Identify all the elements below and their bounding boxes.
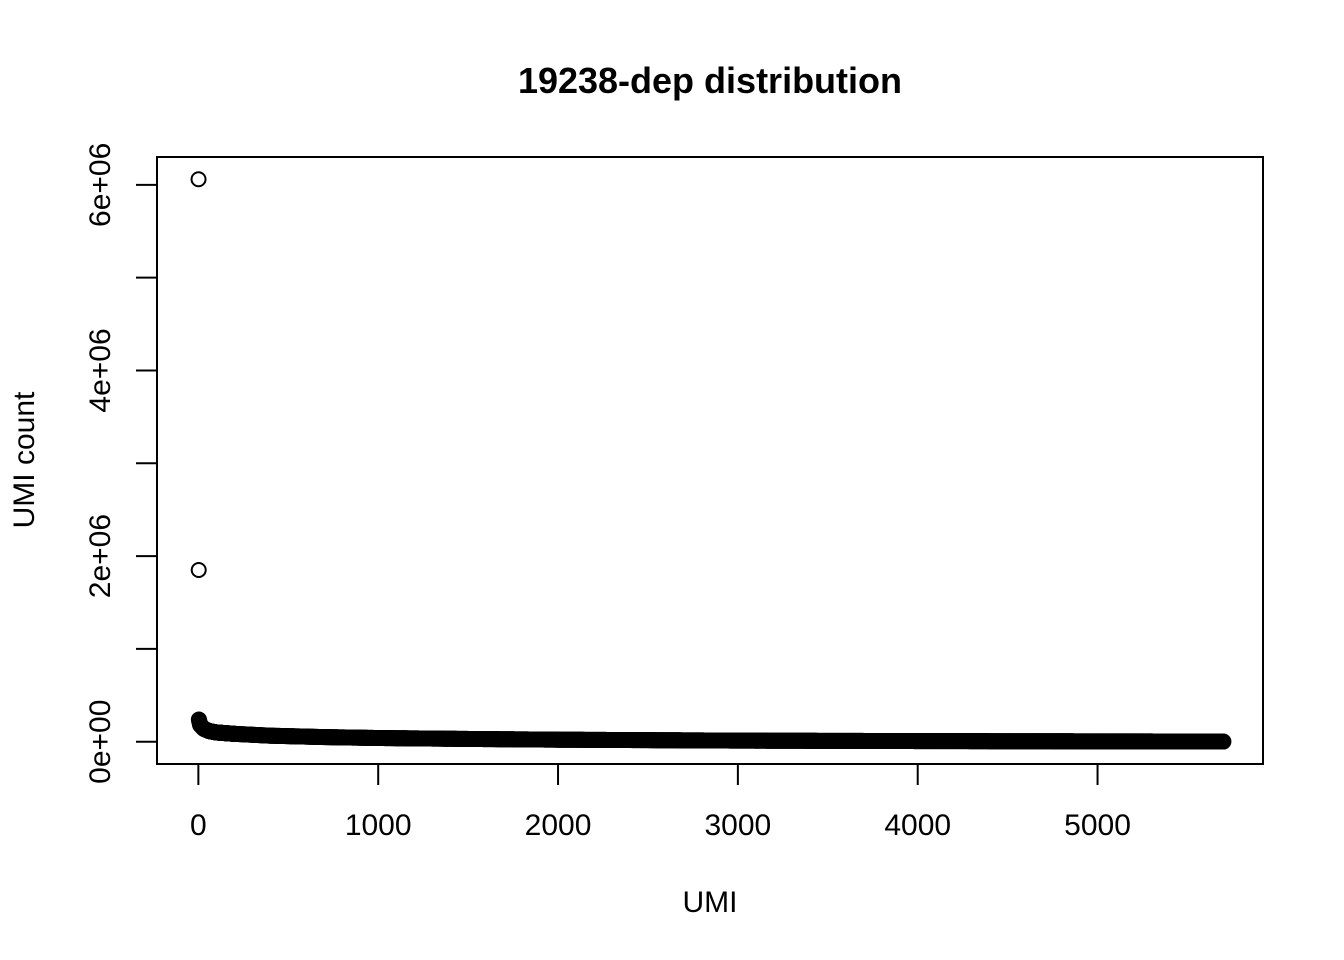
x-axis-label: UMI bbox=[683, 886, 738, 919]
x-axis: 0 1000 2000 3000 4000 5000 bbox=[190, 763, 1131, 842]
x-tick-label: 5000 bbox=[1064, 809, 1131, 842]
data-point bbox=[190, 562, 207, 579]
x-tick-label: 2000 bbox=[525, 809, 592, 842]
y-tick-label: 6e+06 bbox=[84, 143, 117, 227]
x-tick-label: 3000 bbox=[704, 809, 771, 842]
data-points bbox=[190, 171, 1232, 750]
y-axis: 0e+00 2e+06 4e+06 6e+06 bbox=[84, 143, 158, 784]
plot-frame bbox=[156, 156, 1264, 765]
x-tick-label: 1000 bbox=[345, 809, 412, 842]
y-tick-label: 4e+06 bbox=[84, 328, 117, 412]
x-tick-label: 4000 bbox=[884, 809, 951, 842]
data-point bbox=[1215, 733, 1232, 750]
y-axis-label: UMI count bbox=[8, 391, 41, 528]
data-point bbox=[190, 171, 207, 188]
y-tick-label: 0e+00 bbox=[84, 700, 117, 784]
y-tick-label: 2e+06 bbox=[84, 514, 117, 598]
x-tick-label: 0 bbox=[190, 809, 207, 842]
chart-title: 19238-dep distribution bbox=[518, 60, 902, 101]
